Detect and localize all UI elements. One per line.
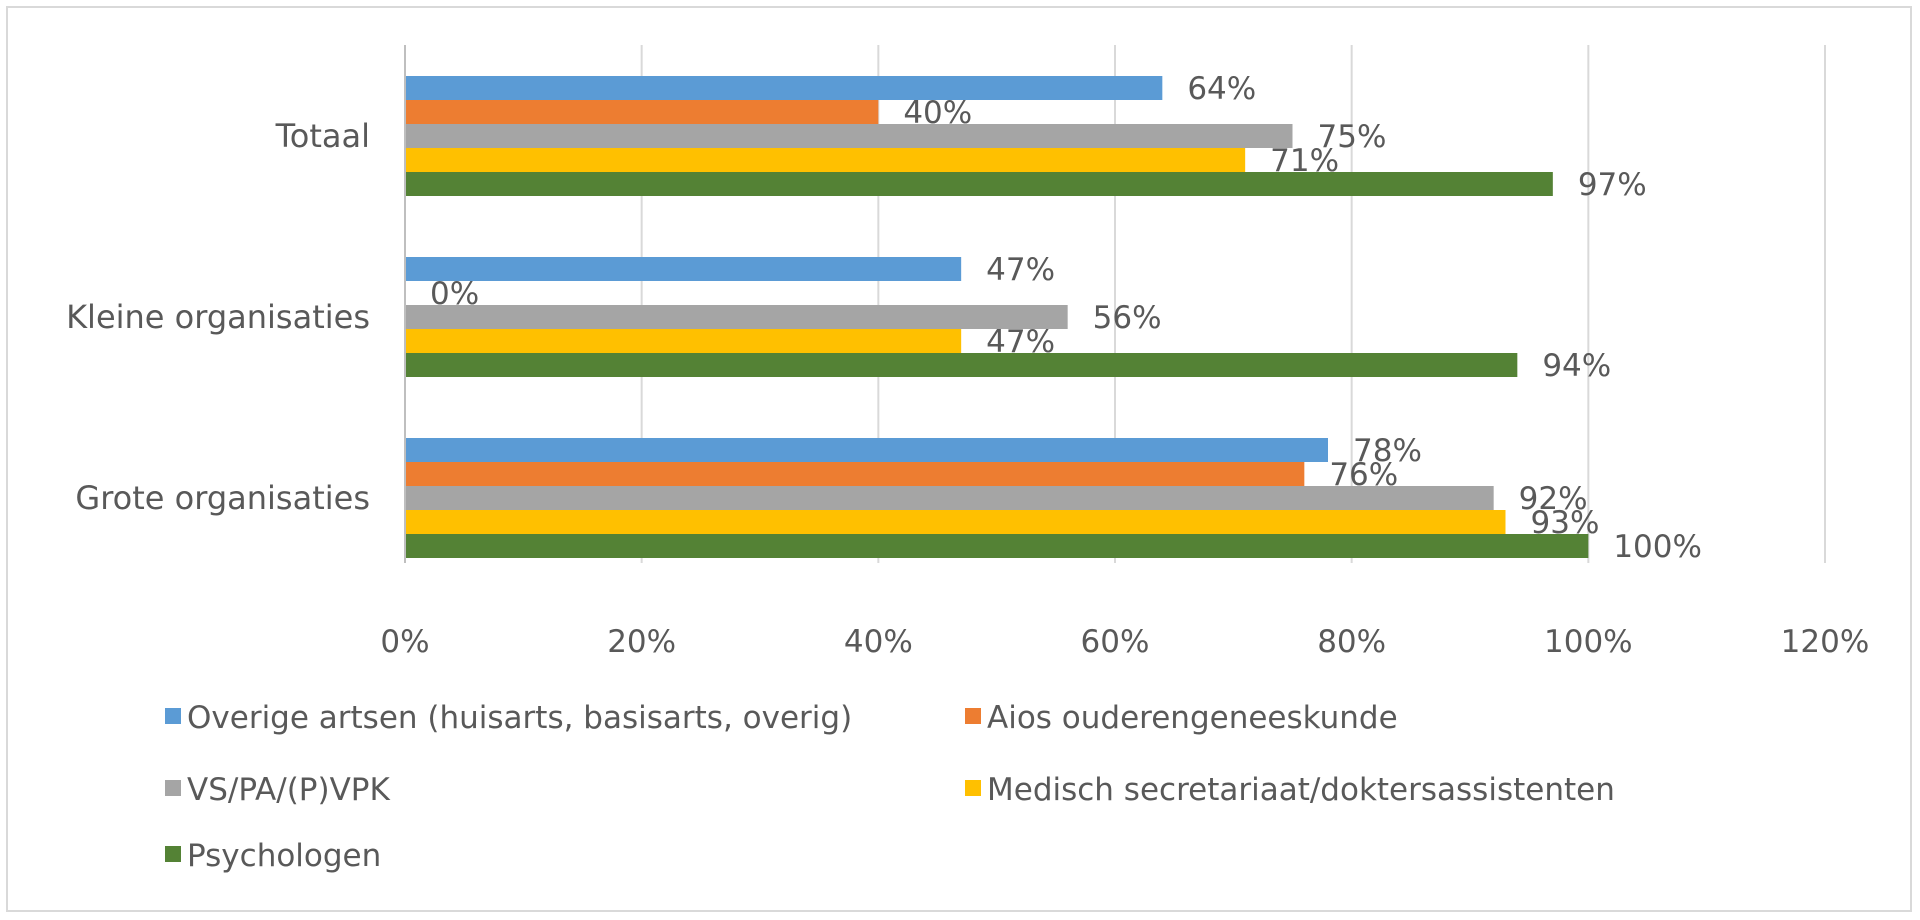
x-tick-label: 80% bbox=[1317, 624, 1386, 660]
category-label-kleine-organisaties: Kleine organisaties bbox=[66, 298, 370, 336]
x-tick-label: 100% bbox=[1544, 624, 1633, 660]
category-label-totaal: Totaal bbox=[275, 117, 370, 155]
legend-swatch-medisch-secretariaat-doktersassistenten bbox=[965, 780, 981, 796]
legend-label-vs-pa-p-vpk: VS/PA/(P)VPK bbox=[187, 772, 390, 808]
bar-aios-ouderengeneeskunde-totaal bbox=[405, 100, 879, 124]
bar-medisch-secretariaat-doktersassistenten-totaal bbox=[405, 148, 1246, 172]
bar-overige-artsen-huisarts-basisarts-overig-grote-organisaties bbox=[405, 438, 1328, 462]
bar-psychologen-totaal bbox=[405, 172, 1553, 196]
data-label: 47% bbox=[986, 252, 1055, 288]
data-label: 97% bbox=[1578, 167, 1647, 203]
data-label: 75% bbox=[1318, 119, 1387, 155]
data-label: 64% bbox=[1187, 71, 1256, 107]
x-tick-label: 20% bbox=[607, 624, 676, 660]
data-label: 100% bbox=[1613, 529, 1702, 565]
bar-psychologen-kleine-organisaties bbox=[405, 353, 1518, 377]
data-label: 56% bbox=[1093, 300, 1162, 336]
legend-swatch-vs-pa-p-vpk bbox=[165, 780, 181, 796]
legend-swatch-psychologen bbox=[165, 846, 181, 862]
legend-label-medisch-secretariaat-doktersassistenten: Medisch secretariaat/doktersassistenten bbox=[987, 772, 1615, 808]
legend-swatch-aios-ouderengeneeskunde bbox=[965, 708, 981, 724]
legend-label-psychologen: Psychologen bbox=[187, 838, 381, 874]
bar-vs-pa-p-vpk-kleine-organisaties bbox=[405, 305, 1068, 329]
x-tick-label: 120% bbox=[1781, 624, 1870, 660]
bar-overige-artsen-huisarts-basisarts-overig-kleine-organisaties bbox=[405, 257, 962, 281]
bar-vs-pa-p-vpk-grote-organisaties bbox=[405, 486, 1494, 510]
data-label: 78% bbox=[1353, 433, 1422, 469]
legend-swatch-overige-artsen-huisarts-basisarts-overig bbox=[165, 708, 181, 724]
bar-aios-ouderengeneeskunde-grote-organisaties bbox=[405, 462, 1305, 486]
bar-vs-pa-p-vpk-totaal bbox=[405, 124, 1293, 148]
x-tick-label: 0% bbox=[380, 624, 429, 660]
x-tick-label: 60% bbox=[1081, 624, 1150, 660]
category-label-grote-organisaties: Grote organisaties bbox=[75, 479, 370, 517]
legend-label-overige-artsen-huisarts-basisarts-overig: Overige artsen (huisarts, basisarts, ove… bbox=[187, 700, 852, 736]
bar-medisch-secretariaat-doktersassistenten-kleine-organisaties bbox=[405, 329, 962, 353]
bar-psychologen-grote-organisaties bbox=[405, 534, 1589, 558]
legend-label-aios-ouderengeneeskunde: Aios ouderengeneeskunde bbox=[987, 700, 1398, 736]
bar-medisch-secretariaat-doktersassistenten-grote-organisaties bbox=[405, 510, 1506, 534]
data-label: 94% bbox=[1542, 348, 1611, 384]
x-tick-label: 40% bbox=[844, 624, 913, 660]
data-label: 92% bbox=[1519, 481, 1588, 517]
bar-overige-artsen-huisarts-basisarts-overig-totaal bbox=[405, 76, 1163, 100]
